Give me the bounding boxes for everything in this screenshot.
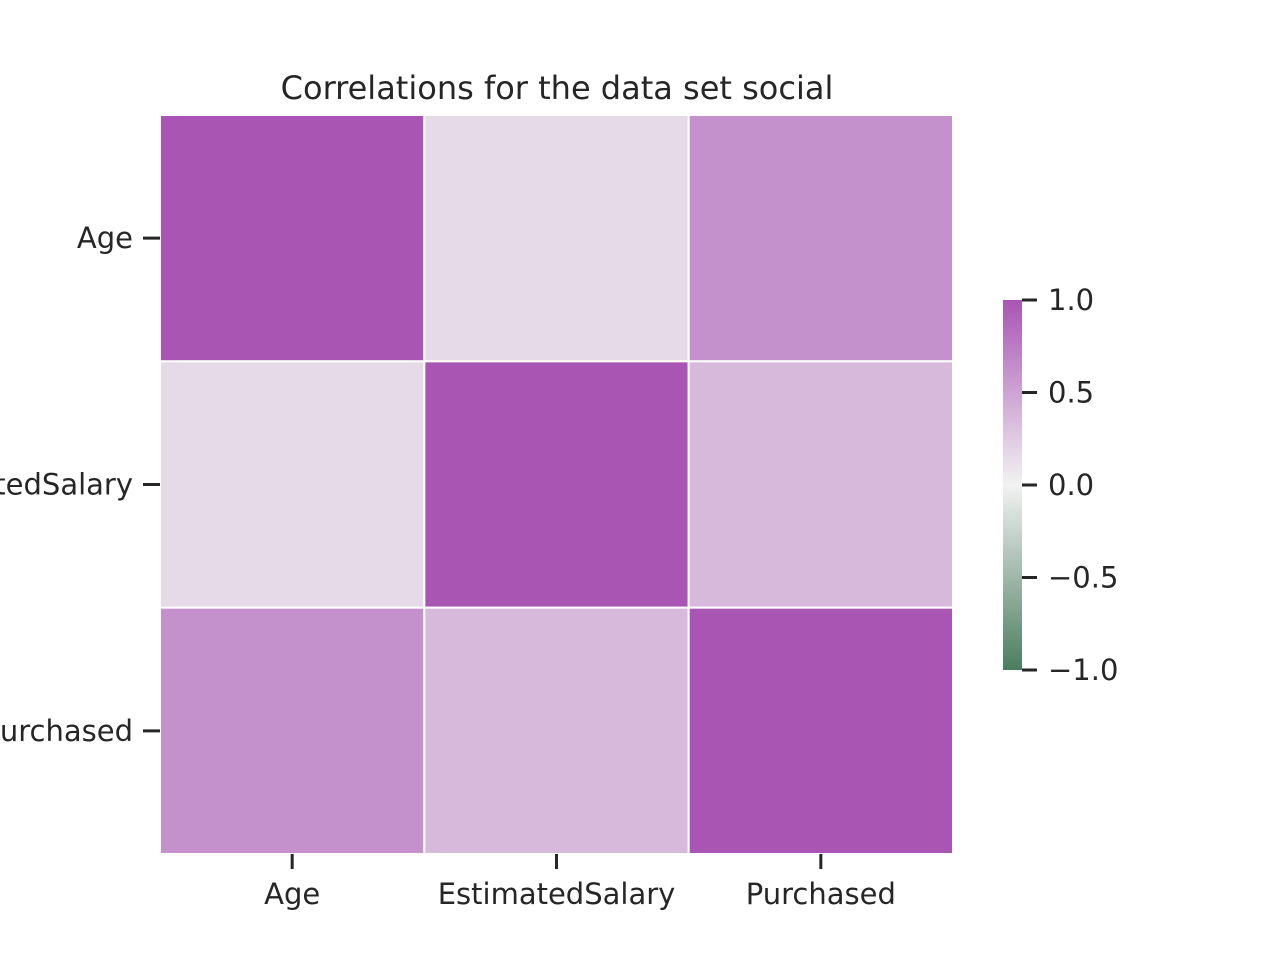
y-tick-label: EstimatedSalary — [0, 468, 133, 502]
heatmap-cell-Purchased-Age — [159, 606, 426, 856]
colorbar-tick-label: −0.5 — [1048, 561, 1118, 595]
heatmap-cells — [159, 114, 955, 856]
heatmap-cell-EstimatedSalary-Age — [159, 360, 426, 609]
heatmap-cell-Age-Age — [159, 114, 426, 363]
x-tick-label: Age — [264, 877, 320, 911]
colorbar-ticks: 1.0 0.5 0.0 −0.5 −1.0 — [1022, 283, 1118, 687]
heatmap-cell-EstimatedSalary-Purchased — [687, 360, 955, 609]
colorbar-tick-label: 0.0 — [1048, 468, 1094, 502]
heatmap-cell-Purchased-Purchased — [687, 606, 955, 856]
colorbar-tick-label: 1.0 — [1048, 283, 1094, 317]
y-axis: Age EstimatedSalary Purchased — [0, 221, 160, 748]
colorbar: 1.0 0.5 0.0 −0.5 −1.0 — [1003, 283, 1118, 687]
y-tick-label: Age — [77, 221, 133, 255]
chart-title: Correlations for the data set social — [281, 69, 834, 107]
colorbar-gradient — [1003, 300, 1022, 670]
x-tick-label: EstimatedSalary — [438, 877, 676, 911]
heatmap-cell-Purchased-EstimatedSalary — [423, 606, 690, 856]
colorbar-tick-label: 0.5 — [1048, 376, 1094, 410]
heatmap-cell-Age-EstimatedSalary — [423, 114, 690, 363]
colorbar-tick-label: −1.0 — [1048, 653, 1118, 687]
heatmap-cell-EstimatedSalary-EstimatedSalary — [423, 360, 690, 609]
x-tick-label: Purchased — [746, 877, 896, 911]
x-axis: Age EstimatedSalary Purchased — [264, 854, 896, 911]
heatmap-cell-Age-Purchased — [687, 114, 955, 363]
y-tick-label: Purchased — [0, 714, 133, 748]
